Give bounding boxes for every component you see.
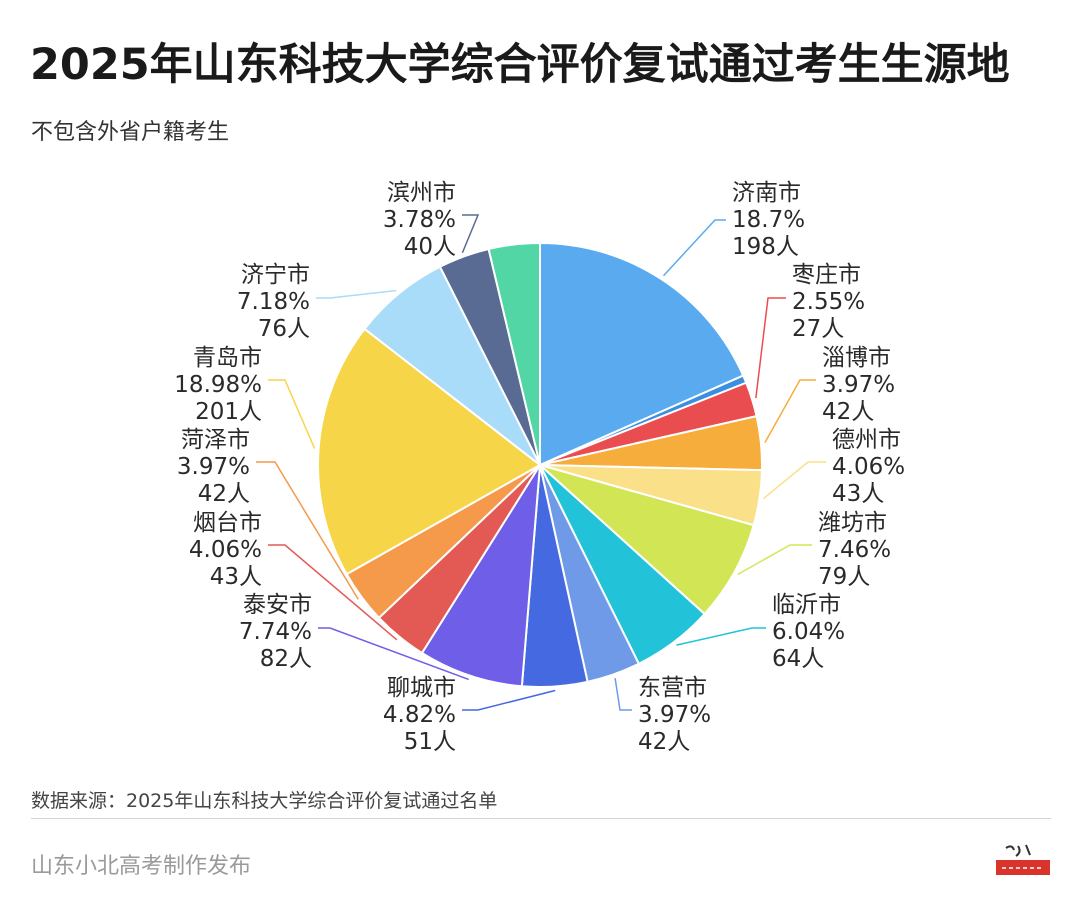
- pie-slice: [539, 464, 755, 616]
- pie-slice: [420, 464, 541, 688]
- leader-line: [737, 544, 812, 576]
- slice-label: 烟台市 4.06% 43人: [189, 510, 262, 590]
- footer-divider: [31, 818, 1051, 819]
- slice-label: 济南市 18.7% 198人: [732, 180, 805, 260]
- leader-line: [316, 289, 397, 299]
- leader-line: [268, 544, 398, 641]
- slice-label: 德州市 4.06% 43人: [832, 427, 905, 507]
- leader-line: [318, 627, 469, 681]
- slice-label: 东营市 3.97% 42人: [638, 675, 711, 755]
- slice-label: 滨州市 3.78% 40人: [383, 180, 456, 260]
- leader-line: [256, 461, 359, 600]
- slice-label: 泰安市 7.74% 82人: [239, 592, 312, 672]
- leader-line: [764, 379, 816, 443]
- slice-label: 淄博市 3.97% 42人: [822, 345, 895, 425]
- chart-subtitle: 不包含外省户籍考生: [31, 120, 230, 145]
- leader-line: [614, 678, 632, 711]
- slice-label: 聊城市 4.82% 51人: [383, 675, 456, 755]
- slice-label: 潍坊市 7.46% 79人: [818, 510, 891, 590]
- slice-label: 枣庄市 2.55% 27人: [792, 262, 865, 342]
- leader-line: [755, 297, 786, 399]
- chart-title: 2025年山东科技大学综合评价复试通过考生生源地: [30, 40, 1010, 90]
- leader-line: [763, 461, 826, 500]
- publisher-credit: 山东小北高考制作发布: [31, 854, 252, 879]
- leader-line: [662, 219, 726, 277]
- leader-line: [676, 627, 766, 646]
- data-source-note: 数据来源：2025年山东科技大学综合评价复试通过名单: [31, 790, 498, 812]
- leader-line: [268, 379, 316, 449]
- slice-label: 济宁市 7.18% 76人: [237, 262, 310, 342]
- slice-label: 临沂市 6.04% 64人: [772, 592, 845, 672]
- brand-logo: [996, 844, 1050, 875]
- pie-slice: [487, 241, 541, 466]
- slice-label: 菏泽市 3.97% 42人: [177, 427, 250, 507]
- leader-line: [462, 689, 556, 711]
- leader-line: [461, 214, 480, 254]
- pie-slice: [539, 241, 745, 467]
- slice-label: 青岛市 18.98% 201人: [174, 345, 262, 425]
- pie-slice: [317, 327, 542, 576]
